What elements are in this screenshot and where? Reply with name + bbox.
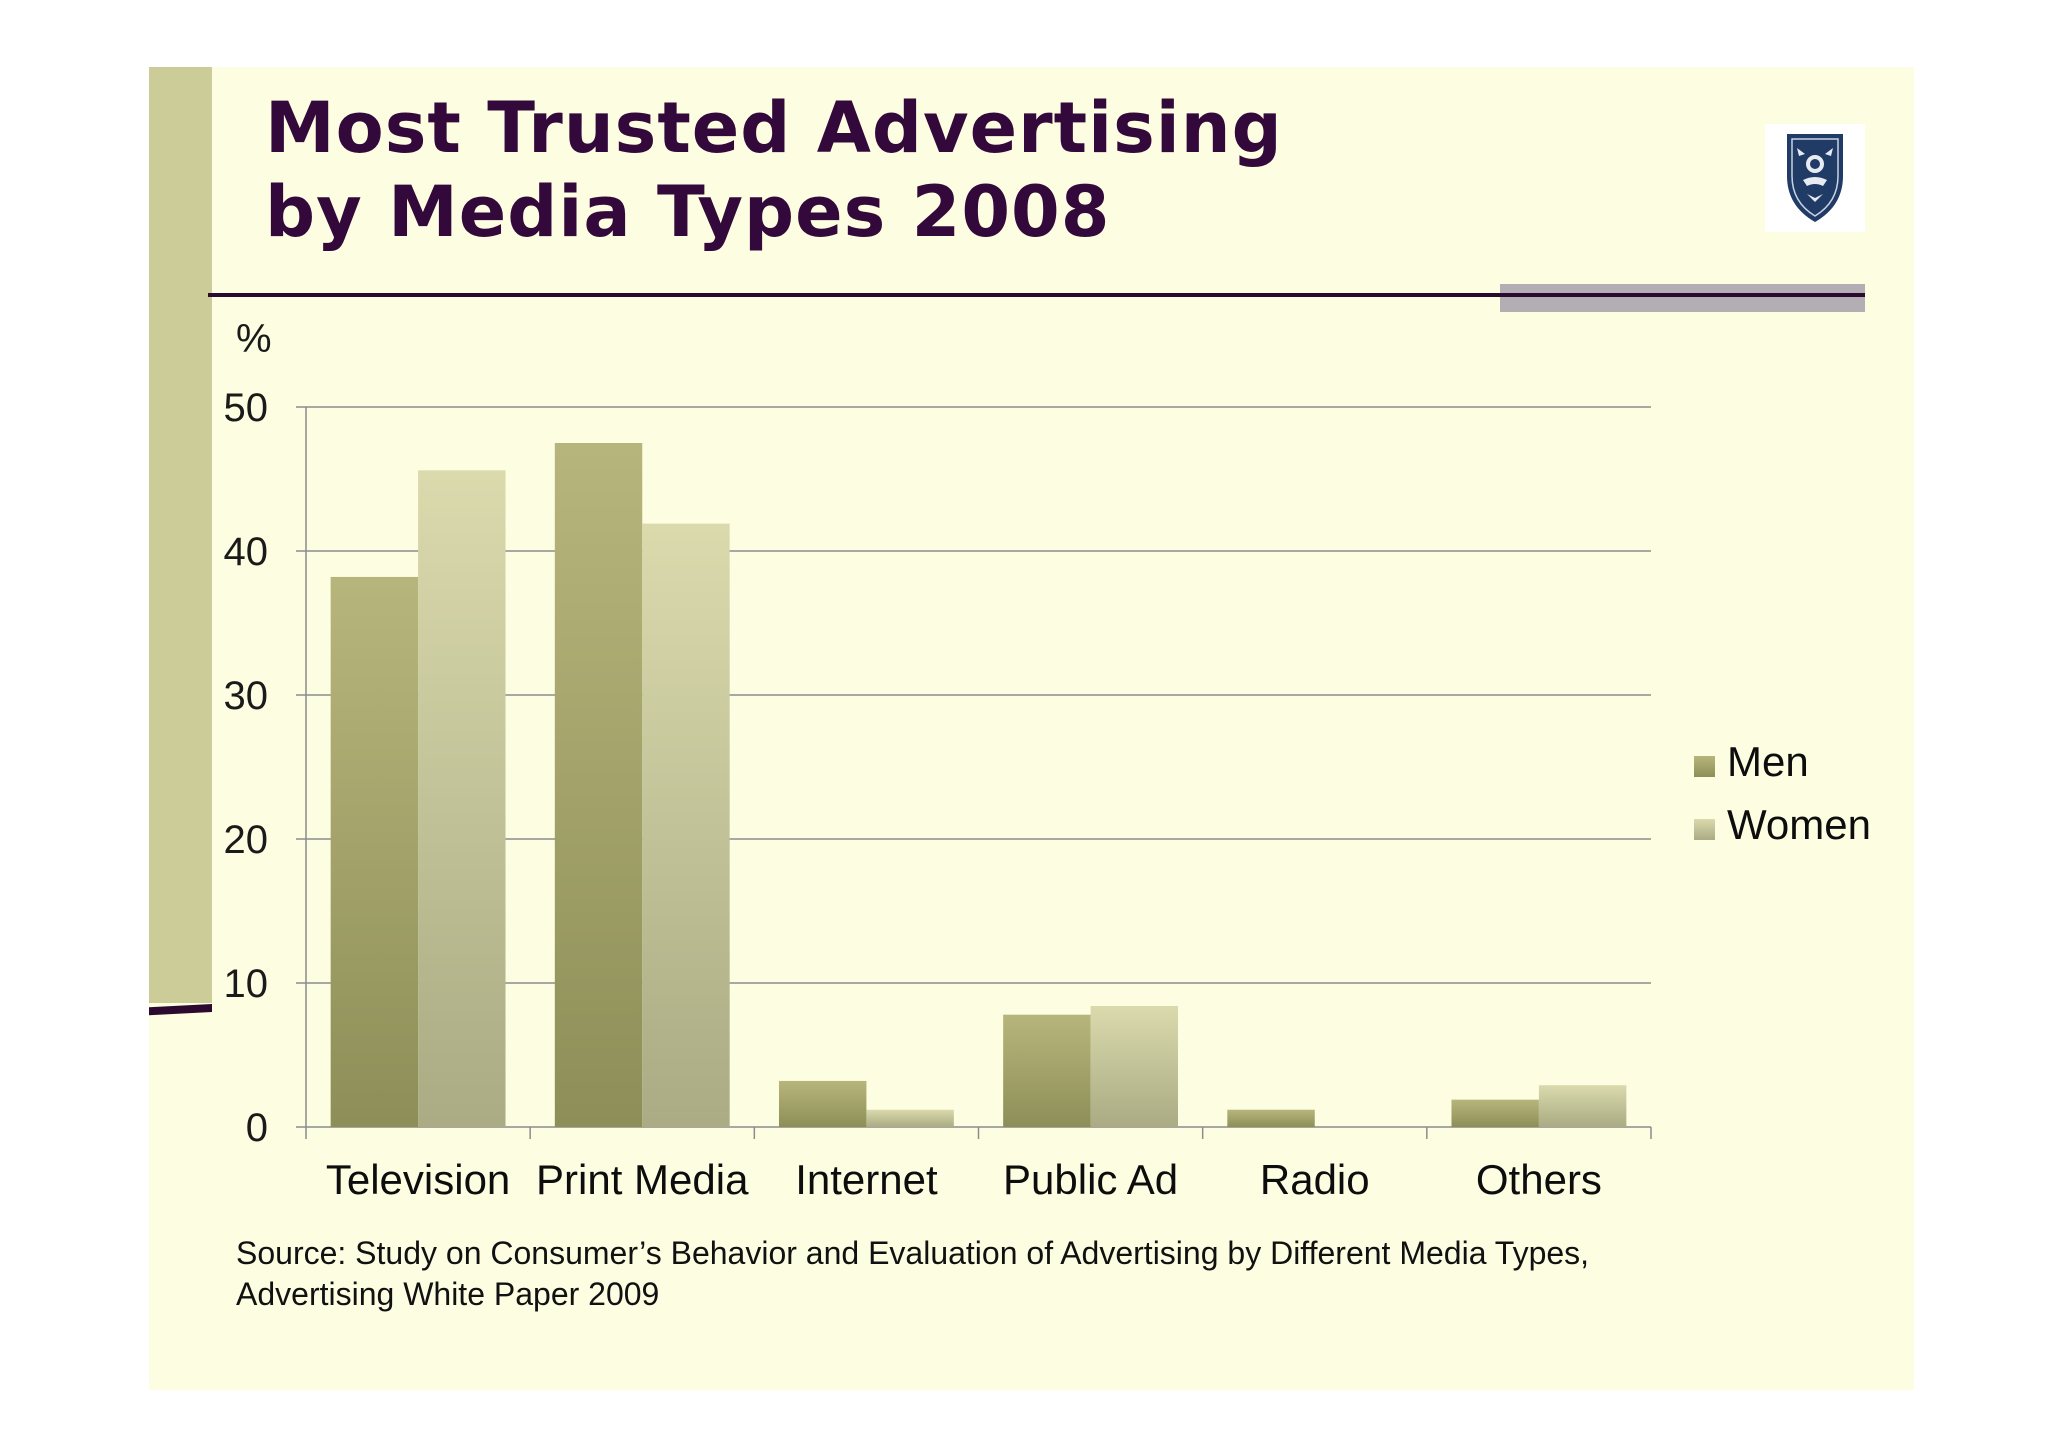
bar-women-print-media — [642, 523, 730, 1127]
gridlines — [306, 406, 1651, 984]
title-line-1: Most Trusted Advertising — [265, 87, 1283, 169]
title-rule — [208, 293, 1865, 297]
legend-swatch-women — [1694, 819, 1715, 840]
bar-men-print-media — [554, 443, 643, 1127]
bar-women-internet — [866, 1109, 954, 1127]
source-note: Source: Study on Consumer’s Behavior and… — [236, 1235, 1590, 1312]
axis-labels: 0 10 20 30 40 50 Television Print Media Internet… — [224, 386, 1602, 1203]
bar-women-public-ad — [1090, 1006, 1179, 1127]
university-crest-icon — [1787, 134, 1843, 222]
y-tick-label: 30 — [224, 674, 269, 718]
logo — [1765, 124, 1865, 232]
y-tick-label: 40 — [224, 530, 269, 574]
y-tick-label: 10 — [224, 962, 269, 1006]
x-tick-label: Others — [1476, 1156, 1602, 1203]
legend: Men Women — [1694, 738, 1871, 848]
x-tick-label: Print Media — [536, 1156, 749, 1203]
bar-men-internet — [778, 1080, 867, 1127]
x-tick-label: Television — [326, 1156, 510, 1203]
legend-label-women: Women — [1727, 801, 1871, 848]
y-tick-label: 0 — [246, 1106, 268, 1150]
legend-label-men: Men — [1727, 738, 1809, 785]
left-accent-bar — [149, 67, 212, 1003]
bar-women-others — [1538, 1085, 1627, 1127]
title-rule-accent — [1500, 284, 1865, 312]
bar-men-public-ad — [1003, 1014, 1091, 1127]
axes — [296, 406, 1652, 1139]
bar-men-radio — [1227, 1109, 1315, 1127]
page-title: Most Trusted Advertising by Media Types … — [265, 86, 1283, 254]
legend-swatch-men — [1694, 756, 1715, 777]
title-rule-accent-line — [1500, 293, 1865, 297]
x-tick-label: Public Ad — [1003, 1156, 1178, 1203]
title-line-2: by Media Types 2008 — [265, 171, 1111, 253]
bar-men-others — [1451, 1099, 1539, 1127]
y-tick-label: 20 — [224, 818, 269, 862]
bar-men-television — [330, 576, 419, 1127]
x-tick-label: Internet — [795, 1156, 938, 1203]
bars — [330, 443, 1627, 1127]
y-tick-label: 50 — [224, 386, 269, 430]
x-tick-label: Radio — [1260, 1156, 1370, 1203]
bar-women-television — [418, 470, 506, 1127]
y-axis-label: % — [236, 317, 272, 361]
